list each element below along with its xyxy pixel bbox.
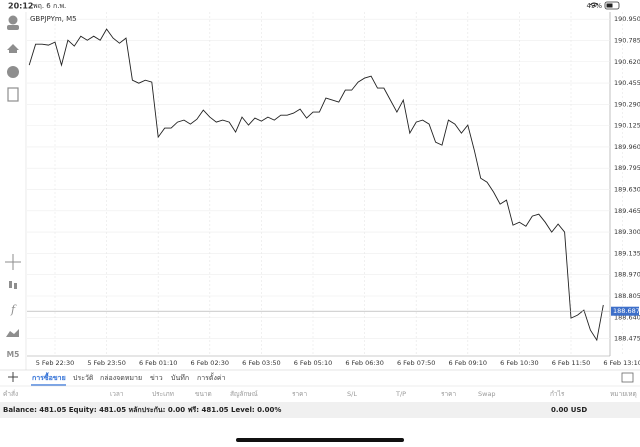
account-icon-body — [7, 25, 19, 30]
x-tick-label: 6 Feb 10:30 — [500, 359, 539, 367]
wifi-icon — [589, 2, 599, 7]
column-header: S/L — [347, 390, 357, 398]
left-toolbar: f — [5, 15, 21, 337]
account-row — [0, 402, 640, 418]
panel-toggle[interactable] — [621, 372, 634, 383]
tab[interactable]: การซื้อขาย — [32, 371, 66, 382]
tab[interactable]: ข่าว — [150, 374, 163, 382]
column-header: ราคา — [441, 390, 456, 398]
home-indicator — [236, 438, 404, 442]
current-price-label: 188.687 — [613, 307, 640, 315]
x-tick-label: 6 Feb 07:50 — [397, 359, 436, 367]
candles-icon-2 — [14, 283, 17, 289]
tab[interactable]: การตั้งค่า — [197, 371, 226, 382]
column-header: สัญลักษณ์ — [230, 390, 258, 398]
tab[interactable]: ประวัติ — [73, 374, 94, 382]
indicator-icon[interactable]: f — [10, 303, 17, 316]
column-header: ขนาด — [195, 390, 212, 398]
x-tick-label: 6 Feb 03:50 — [242, 359, 281, 367]
column-header: หมายเหตุ — [610, 390, 637, 398]
y-tick-label: 189.630 — [614, 186, 640, 194]
y-tick-label: 190.125 — [614, 122, 640, 130]
account-icon[interactable] — [8, 15, 18, 25]
y-tick-label: 189.135 — [614, 249, 640, 257]
current-price-box — [611, 306, 639, 316]
y-tick-label: 189.465 — [614, 207, 640, 215]
column-header: เวลา — [110, 390, 124, 398]
tab-bar: การซื้อขาย ประวัติ กล่องจดหมาย ข่าว บันทึก กา… — [31, 371, 226, 386]
y-tick-label: 190.455 — [614, 79, 640, 87]
y-tick-label: 188.970 — [614, 271, 640, 279]
y-tick-label: 188.805 — [614, 292, 640, 300]
status-time: 20:12 — [8, 2, 33, 11]
tab[interactable]: บันทึก — [171, 373, 189, 382]
x-tick-label: 5 Feb 23:50 — [87, 359, 126, 367]
x-tick-label: 6 Feb 05:10 — [294, 359, 333, 367]
y-tick-label: 188.640 — [614, 313, 640, 321]
table-header: คำสั่ง เวลา ประเภท ขนาด สัญลักษณ์ ราคา S/L T/P ร… — [3, 389, 637, 398]
battery-level — [606, 3, 613, 8]
x-tick-label: 6 Feb 01:10 — [139, 359, 178, 367]
chat-icon[interactable] — [7, 66, 19, 78]
account-profit: 0.00 USD — [551, 406, 587, 414]
x-tick-label: 6 Feb 13:10 — [603, 359, 640, 367]
crosshair-icon[interactable] — [5, 254, 21, 270]
y-tick-label: 190.290 — [614, 100, 640, 108]
status-date: พฤ. 6 ก.พ. — [33, 2, 66, 10]
y-tick-label: 189.960 — [614, 143, 640, 151]
objects-icon[interactable] — [6, 329, 19, 337]
account-summary: Balance: 481.05 Equity: 481.05 หลักประกั… — [3, 406, 281, 414]
new-order-icon[interactable] — [7, 87, 19, 102]
x-tick-label: 6 Feb 06:30 — [345, 359, 384, 367]
column-header: T/P — [395, 390, 406, 398]
timeframe-button[interactable]: M5 — [7, 350, 20, 359]
x-tick-label: 6 Feb 11:50 — [552, 359, 591, 367]
chart: 190.950 190.785 190.620 190.455 190.290 190.1… — [27, 12, 640, 367]
price-line — [28, 28, 604, 342]
x-tick-label: 5 Feb 22:30 — [36, 359, 75, 367]
battery-icon — [604, 1, 620, 10]
column-header: ประเภท — [152, 390, 174, 398]
tab[interactable]: กล่องจดหมาย — [100, 374, 142, 382]
candles-icon[interactable] — [9, 281, 12, 288]
y-tick-label: 190.785 — [614, 36, 640, 44]
x-tick-label: 6 Feb 09:10 — [449, 359, 488, 367]
y-tick-label: 188.475 — [614, 335, 640, 343]
y-tick-label: 189.300 — [614, 228, 640, 236]
add-button[interactable] — [8, 372, 18, 382]
trade-icon[interactable] — [7, 44, 19, 53]
x-tick-label: 6 Feb 02:30 — [191, 359, 230, 367]
y-tick-label: 190.620 — [614, 58, 640, 66]
y-tick-label: 190.950 — [614, 15, 640, 23]
column-header: ราคา — [292, 390, 307, 398]
chart-symbol: GBPJPYm, M5 — [30, 15, 77, 23]
column-header: กำไร — [550, 390, 565, 398]
column-header: Swap — [478, 390, 496, 398]
column-header: คำสั่ง — [3, 389, 18, 398]
y-tick-label: 189.795 — [614, 164, 640, 172]
